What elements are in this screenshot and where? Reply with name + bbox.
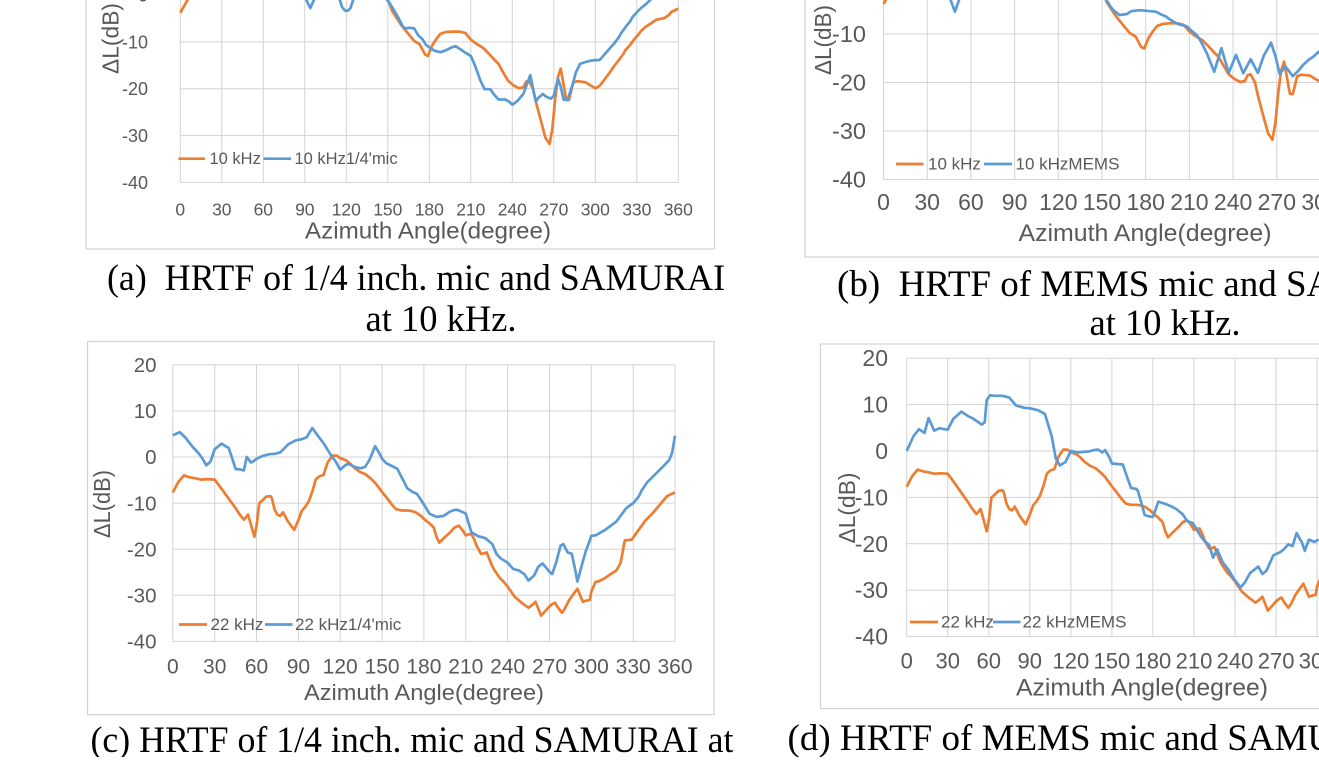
svg-text:210: 210 bbox=[456, 200, 485, 220]
svg-text:Azimuth Angle(degree): Azimuth Angle(degree) bbox=[1019, 220, 1272, 247]
svg-text:-10: -10 bbox=[122, 32, 148, 52]
svg-text:240: 240 bbox=[490, 656, 525, 679]
svg-text:0: 0 bbox=[167, 656, 179, 679]
svg-text:180: 180 bbox=[1127, 189, 1165, 215]
svg-text:10: 10 bbox=[134, 400, 157, 423]
svg-text:150: 150 bbox=[365, 656, 400, 679]
svg-text:270: 270 bbox=[1258, 189, 1296, 215]
svg-text:-30: -30 bbox=[855, 577, 888, 603]
svg-text:150: 150 bbox=[1083, 189, 1121, 215]
svg-text:-40: -40 bbox=[127, 631, 157, 654]
svg-text:270: 270 bbox=[539, 200, 568, 220]
svg-text:22 kHz: 22 kHz bbox=[941, 613, 994, 632]
svg-text:0: 0 bbox=[175, 200, 185, 220]
svg-text:90: 90 bbox=[295, 200, 315, 220]
svg-text:240: 240 bbox=[1214, 189, 1252, 215]
svg-text:10 kHz1/4'mic: 10 kHz1/4'mic bbox=[295, 150, 398, 168]
svg-text:30: 30 bbox=[203, 656, 226, 679]
svg-text:ΔL(dB): ΔL(dB) bbox=[98, 3, 124, 74]
svg-text:60: 60 bbox=[245, 656, 268, 679]
svg-text:120: 120 bbox=[332, 200, 361, 220]
svg-text:240: 240 bbox=[498, 200, 527, 220]
svg-text:120: 120 bbox=[1039, 189, 1077, 215]
svg-text:360: 360 bbox=[664, 200, 693, 220]
svg-text:at 10 kHz.: at 10 kHz. bbox=[1090, 303, 1241, 344]
svg-text:90: 90 bbox=[1018, 649, 1042, 674]
svg-text:300: 300 bbox=[581, 200, 610, 220]
svg-text:-40: -40 bbox=[855, 624, 888, 650]
svg-text:0: 0 bbox=[875, 438, 888, 464]
svg-text:(a) HRTF of 1/4 inch. mic and: (a) HRTF of 1/4 inch. mic and SAMURAI bbox=[107, 258, 725, 299]
svg-text:-10: -10 bbox=[832, 21, 866, 47]
svg-text:-30: -30 bbox=[122, 126, 148, 146]
svg-text:360: 360 bbox=[657, 656, 692, 679]
svg-text:22 kHzMEMS: 22 kHzMEMS bbox=[1023, 613, 1127, 632]
svg-text:Azimuth Angle(degree): Azimuth Angle(degree) bbox=[304, 680, 544, 705]
svg-text:210: 210 bbox=[448, 656, 483, 679]
svg-text:ΔL(dB): ΔL(dB) bbox=[834, 473, 860, 544]
svg-text:(c) HRTF of 1/4 inch. mic and: (c) HRTF of 1/4 inch. mic and SAMURAI at bbox=[91, 720, 735, 757]
svg-text:20: 20 bbox=[862, 345, 888, 371]
svg-text:210: 210 bbox=[1176, 649, 1213, 674]
svg-text:30: 30 bbox=[935, 649, 959, 674]
svg-text:(d) HRTF of MEMS mic and SAMUR: (d) HRTF of MEMS mic and SAMURAI at bbox=[788, 718, 1319, 757]
svg-text:90: 90 bbox=[287, 656, 310, 679]
svg-text:150: 150 bbox=[373, 200, 402, 220]
svg-text:-30: -30 bbox=[832, 118, 866, 144]
svg-text:0: 0 bbox=[877, 189, 890, 215]
svg-text:300: 300 bbox=[1299, 649, 1319, 674]
svg-text:0: 0 bbox=[138, 0, 148, 6]
svg-text:180: 180 bbox=[1135, 649, 1172, 674]
svg-text:-20: -20 bbox=[122, 79, 148, 99]
svg-text:ΔL(dB): ΔL(dB) bbox=[810, 5, 836, 75]
svg-text:270: 270 bbox=[532, 656, 567, 679]
svg-text:120: 120 bbox=[1053, 649, 1090, 674]
svg-text:10 kHz: 10 kHz bbox=[928, 155, 981, 174]
svg-text:120: 120 bbox=[323, 656, 358, 679]
svg-text:30: 30 bbox=[212, 200, 232, 220]
svg-text:210: 210 bbox=[1170, 189, 1208, 215]
svg-text:22 kHz: 22 kHz bbox=[211, 615, 264, 634]
svg-text:10 kHz: 10 kHz bbox=[210, 150, 261, 168]
svg-text:180: 180 bbox=[406, 656, 441, 679]
svg-text:ΔL(dB): ΔL(dB) bbox=[89, 470, 115, 538]
svg-text:270: 270 bbox=[1258, 649, 1295, 674]
svg-text:60: 60 bbox=[958, 189, 984, 215]
svg-text:300: 300 bbox=[574, 656, 609, 679]
svg-text:-40: -40 bbox=[832, 167, 866, 193]
svg-text:180: 180 bbox=[415, 200, 444, 220]
svg-text:-20: -20 bbox=[832, 70, 866, 96]
svg-text:20: 20 bbox=[134, 354, 157, 377]
svg-text:Azimuth Angle(degree): Azimuth Angle(degree) bbox=[305, 218, 551, 244]
svg-text:-40: -40 bbox=[122, 173, 148, 193]
svg-text:-10: -10 bbox=[127, 492, 157, 515]
svg-text:60: 60 bbox=[254, 200, 274, 220]
svg-text:22 kHz1/4'mic: 22 kHz1/4'mic bbox=[295, 615, 402, 634]
svg-text:0: 0 bbox=[901, 649, 913, 674]
svg-text:-20: -20 bbox=[127, 538, 157, 561]
svg-text:330: 330 bbox=[616, 656, 651, 679]
svg-text:(b) HRTF of MEMS mic and SAMU: (b) HRTF of MEMS mic and SAMURAI bbox=[837, 264, 1319, 305]
svg-text:10: 10 bbox=[862, 392, 888, 418]
svg-text:at 10 kHz.: at 10 kHz. bbox=[366, 299, 517, 340]
svg-text:240: 240 bbox=[1217, 649, 1254, 674]
svg-text:30: 30 bbox=[914, 189, 940, 215]
svg-text:150: 150 bbox=[1094, 649, 1131, 674]
svg-text:0: 0 bbox=[145, 446, 156, 469]
svg-text:-30: -30 bbox=[127, 585, 157, 608]
svg-text:330: 330 bbox=[622, 200, 651, 220]
svg-text:90: 90 bbox=[1002, 189, 1028, 215]
svg-text:60: 60 bbox=[977, 649, 1001, 674]
svg-text:300: 300 bbox=[1301, 189, 1319, 215]
svg-text:Azimuth Angle(degree): Azimuth Angle(degree) bbox=[1016, 675, 1268, 702]
svg-text:10 kHzMEMS: 10 kHzMEMS bbox=[1016, 155, 1120, 174]
